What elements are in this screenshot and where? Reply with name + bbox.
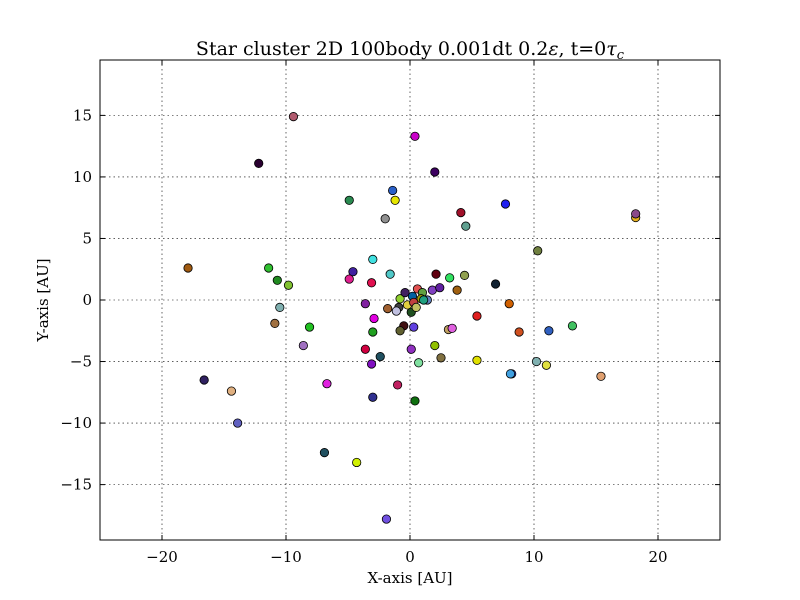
data-point: [631, 209, 641, 219]
data-point: [369, 313, 379, 324]
data-point: [319, 448, 330, 458]
data-point: [436, 353, 446, 363]
data-point: [322, 379, 332, 389]
data-point: [411, 302, 421, 312]
data-point: [531, 356, 542, 367]
y-tick-label: 15: [73, 106, 92, 124]
data-point: [505, 369, 516, 379]
data-point: [500, 199, 511, 209]
y-tick-label: −10: [60, 414, 92, 432]
data-point: [406, 344, 416, 354]
data-points: [183, 112, 641, 524]
data-point: [233, 418, 243, 428]
y-tick-label: 10: [73, 168, 92, 186]
data-point: [544, 326, 554, 336]
data-point: [352, 457, 362, 468]
data-point: [366, 278, 377, 288]
y-tick-label: −15: [60, 476, 92, 494]
data-point: [275, 302, 285, 312]
x-tick-label: 10: [524, 548, 543, 566]
data-point: [431, 269, 441, 279]
data-point: [366, 359, 377, 369]
plot-area: [99, 59, 721, 541]
data-point: [392, 380, 403, 390]
x-tick-label: 0: [405, 548, 415, 566]
y-axis-label: Y-axis [AU]: [34, 258, 52, 342]
data-point: [410, 396, 420, 406]
data-point: [430, 340, 440, 351]
data-point: [567, 321, 578, 331]
data-point: [472, 311, 482, 321]
data-point: [400, 288, 410, 298]
x-axis-label: X-axis [AU]: [367, 569, 452, 587]
plot-frame: [99, 59, 721, 541]
data-point: [490, 279, 501, 289]
data-point: [514, 327, 524, 337]
data-point: [388, 185, 398, 196]
data-point: [368, 327, 378, 337]
data-point: [596, 371, 606, 381]
data-point: [430, 167, 440, 177]
data-point: [456, 208, 466, 218]
data-point: [368, 392, 378, 402]
x-tick-label: −10: [270, 548, 302, 566]
data-point: [304, 322, 315, 332]
data-point: [472, 355, 482, 365]
y-tick-label: 0: [82, 291, 92, 309]
data-point: [447, 323, 457, 333]
data-point: [414, 358, 424, 368]
data-point: [533, 246, 543, 256]
y-tick-label: −5: [70, 353, 92, 371]
data-point: [385, 269, 395, 279]
data-point: [360, 344, 370, 354]
x-tick-label: 20: [648, 548, 667, 566]
data-point: [199, 375, 209, 385]
data-point: [254, 158, 264, 168]
data-point: [445, 273, 455, 283]
data-point: [264, 263, 274, 273]
data-point: [298, 340, 308, 351]
data-point: [459, 270, 470, 280]
data-point: [504, 299, 514, 309]
data-point: [381, 514, 392, 524]
data-point: [435, 283, 445, 293]
chart-title: Star cluster 2D 100body 0.001dt 0.2ε, t=…: [196, 38, 625, 63]
data-point: [452, 285, 462, 295]
data-point: [419, 295, 429, 305]
data-point: [270, 318, 280, 328]
data-point: [226, 386, 237, 396]
data-point: [380, 214, 390, 224]
data-point: [383, 304, 393, 314]
data-point: [541, 360, 552, 370]
axis-ticks: [100, 60, 720, 540]
x-tick-label: −20: [146, 548, 178, 566]
data-point: [395, 326, 405, 336]
data-point: [409, 322, 419, 332]
data-point: [368, 254, 378, 264]
data-point: [375, 352, 385, 362]
data-point: [410, 131, 420, 141]
data-point: [390, 195, 400, 205]
data-point: [183, 263, 193, 273]
data-point: [391, 306, 401, 316]
data-point: [461, 221, 471, 231]
data-point: [283, 280, 294, 290]
data-point: [348, 267, 358, 277]
y-tick-label: 5: [82, 229, 92, 247]
tick-labels: −20 −10 0 10 20 −15 −10 −5 0 5 10 15: [60, 106, 667, 566]
data-point: [344, 274, 354, 284]
data-point: [360, 299, 370, 309]
data-point: [288, 112, 299, 122]
data-point: [272, 275, 282, 285]
data-point: [344, 195, 354, 205]
